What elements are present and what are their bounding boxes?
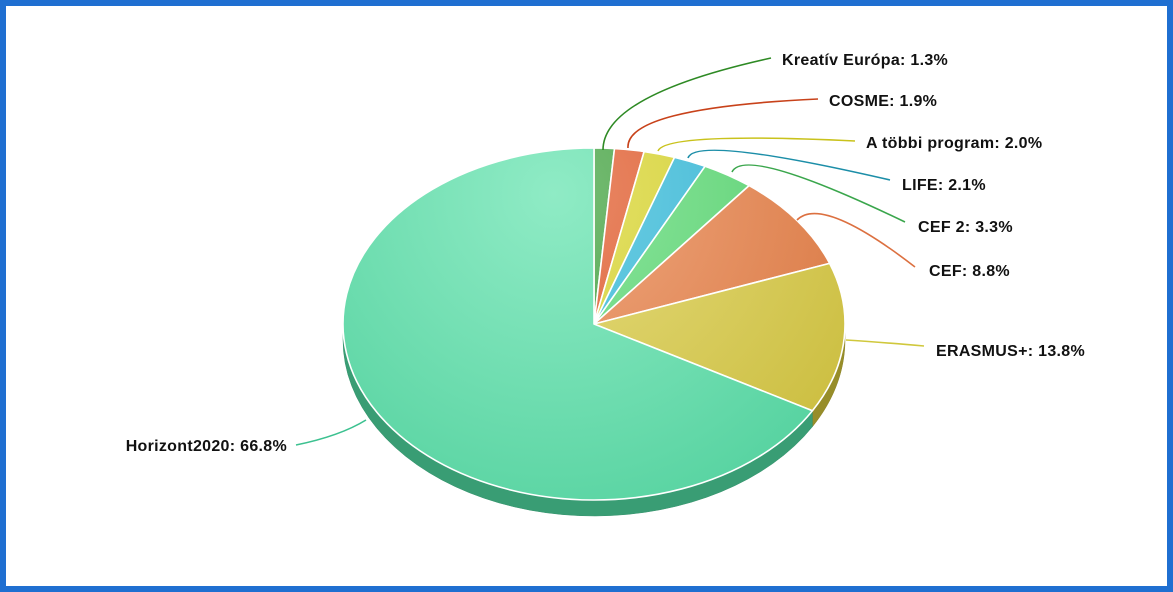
pie-slices: [342, 147, 846, 501]
leader-line-cef: [796, 212, 916, 268]
leader-line-horizont2020: [295, 419, 367, 446]
leader-lines: [295, 57, 925, 446]
slice-horizont2020: [342, 147, 814, 501]
leader-line-kreativ-europa: [602, 57, 772, 151]
slice-label-cef: CEF: 8.8%: [929, 263, 1010, 280]
leader-line-erasmus: [845, 339, 925, 347]
slice-label-life: LIFE: 2.1%: [902, 177, 986, 194]
slice-label-erasmus: ERASMUS+: 13.8%: [936, 343, 1085, 360]
slice-labels: Kreatív Európa: 1.3% COSME: 1.9% A többi p…: [126, 52, 1085, 455]
slice-label-cosme: COSME: 1.9%: [829, 93, 937, 110]
pie-chart: Kreatív Európa: 1.3% COSME: 1.9% A többi p…: [126, 52, 1085, 517]
slice-cef: [593, 184, 831, 325]
leader-line-cef-2: [731, 164, 906, 223]
leader-line-a-tobbi-program: [657, 137, 856, 152]
slice-label-horizont2020: Horizont2020: 66.8%: [126, 438, 287, 455]
slice-label-cef-2: CEF 2: 3.3%: [918, 219, 1013, 236]
leader-line-cosme: [627, 98, 819, 149]
slice-erasmus: [593, 262, 846, 412]
slice-label-a-tobbi-program: A többi program: 2.0%: [866, 135, 1042, 152]
slice-label-kreativ-europa: Kreatív Európa: 1.3%: [782, 52, 948, 69]
leader-line-life: [687, 149, 891, 181]
